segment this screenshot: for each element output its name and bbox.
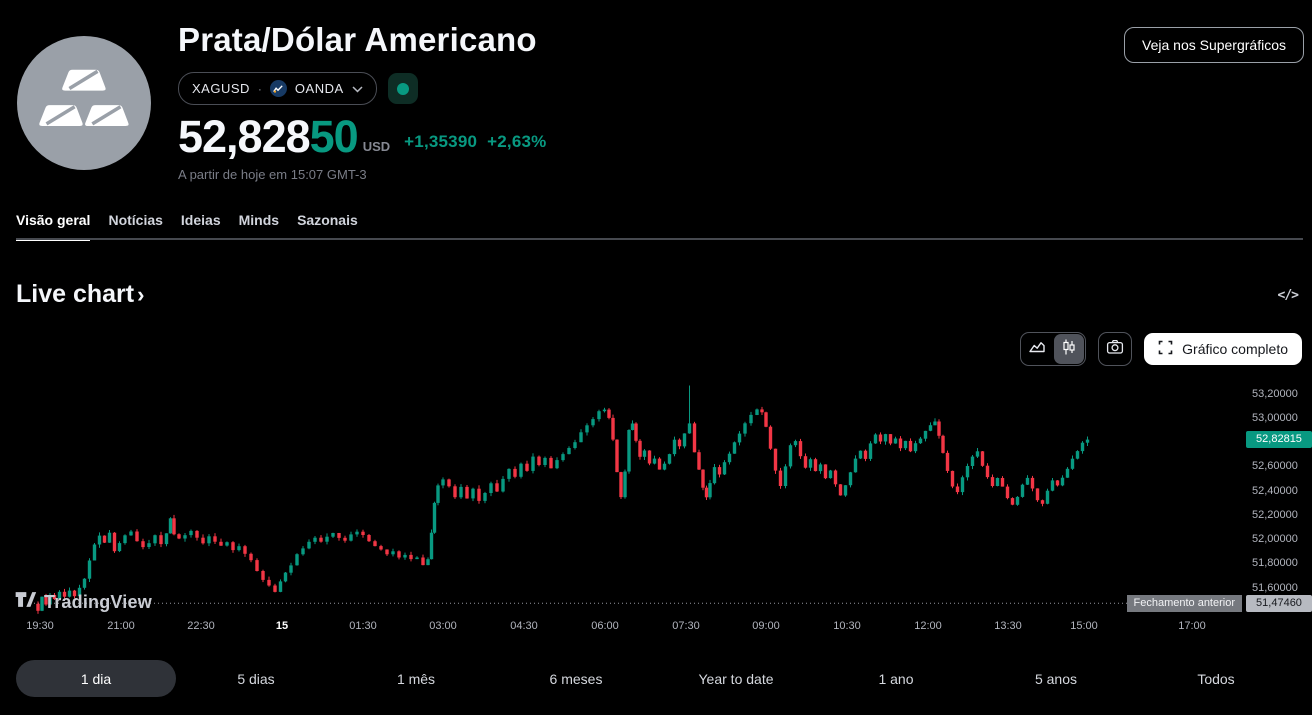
tab-notícias[interactable]: Notícias [108, 212, 163, 228]
tab-sazonais[interactable]: Sazonais [297, 212, 358, 228]
supercharts-button[interactable]: Veja nos Supergráficos [1124, 27, 1304, 63]
range-button-5-dias[interactable]: 5 dias [237, 670, 275, 687]
time-axis[interactable]: 19:30 21:00 22:30 15 01:30 03:00 04:30 06:00 07:… [0, 620, 1245, 640]
page-title: Prata/Dólar Americano [178, 21, 537, 58]
time-tick-09:00: 09:00 [752, 620, 780, 632]
tab-bar-divider [16, 238, 1303, 240]
range-button-5-anos[interactable]: 5 anos [1034, 670, 1078, 687]
camera-icon [1106, 338, 1124, 361]
price-integer: 52,828 [178, 111, 311, 163]
time-tick-17:00: 17:00 [1178, 620, 1206, 632]
range-button-1-ano[interactable]: 1 ano [878, 670, 914, 687]
time-tick-01:30: 01:30 [349, 620, 377, 632]
tradingview-watermark-label: TradingView [44, 591, 152, 612]
price-tick-52.2: 52,20000 [1252, 508, 1298, 521]
time-tick-15: 15 [275, 620, 289, 632]
time-tick-03:00: 03:00 [429, 620, 457, 632]
tab-visão-geral[interactable]: Visão geral [16, 212, 91, 241]
tabs: Visão geral Notícias Ideias Minds Sazonais [16, 212, 358, 241]
price-timestamp: A partir de hoje em 15:07 GMT-3 [178, 166, 367, 182]
area-chart-icon [1028, 338, 1046, 361]
symbol-separator: · [257, 81, 262, 96]
time-tick-22:30: 22:30 [187, 620, 215, 632]
time-tick-04:30: 04:30 [510, 620, 538, 632]
time-tick-07:30: 07:30 [672, 620, 700, 632]
chevron-right-icon: › [137, 282, 145, 307]
market-open-dot-icon [396, 82, 409, 95]
tradingview-logo-icon [14, 588, 37, 616]
market-status-button[interactable] [387, 73, 418, 105]
tab-ideias[interactable]: Ideias [180, 212, 221, 228]
live-chart-label: Live chart [16, 280, 135, 308]
price-tick-53: 53,00000 [1252, 411, 1298, 424]
candlestick-plot [30, 385, 1143, 614]
embed-code-icon[interactable]: </> [1277, 288, 1300, 303]
header: Prata/Dólar Americano XAGUSD · OANDA 52,… [178, 21, 547, 182]
range-button-1-dia[interactable]: 1 dia [16, 660, 176, 697]
candles-chart-icon [1060, 338, 1078, 361]
range-button-todos[interactable]: Todos [1197, 670, 1235, 687]
price-tick-52: 52,00000 [1252, 533, 1298, 545]
price-fraction: 50 [309, 111, 359, 163]
range-button-6-meses[interactable]: 6 meses [549, 670, 603, 687]
current-price-chip: 52,82815 [1246, 430, 1312, 448]
tradingview-watermark[interactable]: TradingView [14, 588, 152, 616]
tab-minds[interactable]: Minds [238, 212, 280, 228]
date-range-selector: 1 dia 5 dias 1 mês 6 meses Year to date 1 ano… [16, 660, 1296, 697]
price-change-percent: +2,63% [487, 131, 547, 151]
candles-chart-button[interactable] [1054, 334, 1085, 364]
time-tick-21:00: 21:00 [107, 620, 135, 632]
silver-bars-icon [34, 57, 134, 150]
tab-bar: Visão geral Notícias Ideias Minds Sazonais [0, 212, 1312, 241]
time-tick-12:00: 12:00 [914, 620, 942, 632]
price-change-absolute: +1,35390 [404, 131, 478, 151]
price-tick-52.6: 52,60000 [1252, 460, 1298, 473]
area-chart-button[interactable] [1022, 334, 1052, 364]
previous-close-tag: Fechamento anterior [1126, 594, 1242, 612]
price-tick-51.8: 51,80000 [1252, 557, 1298, 570]
time-tick-06:00: 06:00 [591, 620, 619, 632]
live-chart-heading[interactable]: Live chart › [16, 280, 144, 309]
oanda-logo-icon [269, 80, 287, 98]
exchange-name: OANDA [294, 81, 344, 97]
price-tick-51.6: 51,60000 [1252, 581, 1298, 594]
chart-type-toggle [1020, 332, 1087, 366]
full-chart-label: Gráfico completo [1182, 341, 1288, 357]
symbol-selector[interactable]: XAGUSD · OANDA [178, 72, 377, 106]
time-tick-10:30: 10:30 [833, 620, 861, 632]
price-currency: USD [362, 138, 391, 154]
time-tick-19:30: 19:30 [26, 620, 54, 632]
price-tick-52.4: 52,40000 [1252, 484, 1298, 497]
range-button-year-to-date[interactable]: Year to date [698, 670, 774, 687]
screenshot-button[interactable] [1098, 332, 1133, 366]
price-chart[interactable]: 53,20000 53,00000 52,60000 52,40000 52,20000… [0, 378, 1312, 618]
price-tick-53.2: 53,20000 [1252, 387, 1298, 400]
symbol-avatar [17, 36, 151, 170]
previous-close-chip: 51,47460 [1246, 594, 1312, 612]
chart-toolbar: Gráfico completo [1020, 332, 1302, 366]
full-chart-button[interactable]: Gráfico completo [1144, 333, 1302, 365]
time-tick-13:30: 13:30 [994, 620, 1022, 632]
fullscreen-icon [1158, 340, 1173, 358]
symbol-row: XAGUSD · OANDA [178, 72, 546, 106]
chevron-down-icon [352, 80, 363, 98]
range-button-1-mês[interactable]: 1 mês [396, 670, 436, 687]
time-tick-15:00: 15:00 [1070, 620, 1098, 632]
price-row: 52,828 50 USD +1,35390 +2,63% [178, 111, 547, 163]
symbol-ticker: XAGUSD [192, 81, 250, 97]
